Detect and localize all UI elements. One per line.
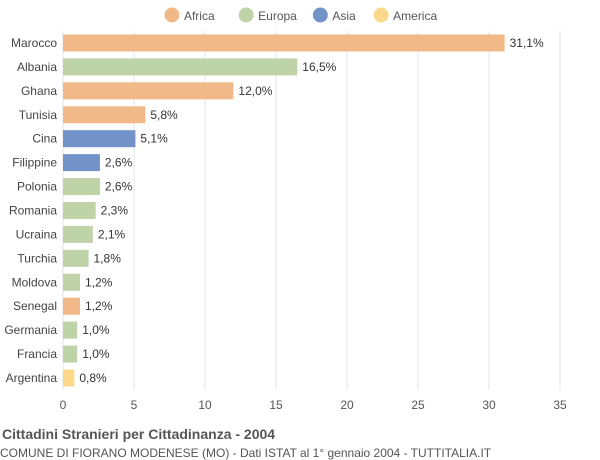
legend-swatch [312,7,328,23]
data-label: 2,3% [101,203,129,217]
data-label: 12,0% [238,84,272,98]
bar [63,249,89,267]
data-label: 16,5% [302,60,336,74]
bar [63,178,100,196]
category-label: Turchia [17,251,57,265]
bar [63,201,96,219]
category-label: Polonia [17,180,57,194]
bar [63,154,100,172]
legend-swatch [164,7,180,23]
category-label: Senegal [13,299,57,313]
category-label: Marocco [11,36,57,50]
x-tick-label: 20 [340,398,354,412]
category-label: Francia [17,347,57,361]
legend-label: Asia [332,9,356,23]
x-tick-label: 10 [198,398,212,412]
data-label: 1,0% [82,347,110,361]
bar [63,297,81,315]
bar [63,58,298,76]
data-label: 5,1% [140,132,168,146]
x-tick-label: 15 [269,398,283,412]
legend-label: Europa [258,9,297,23]
x-tick-label: 25 [411,398,425,412]
bar [63,82,234,100]
bar-chart: 0 5 10 15 20 25 30 35 Marocco 31,1% Albania 16,5% Gh… [4,7,567,412]
bar [63,106,146,124]
data-label: 1,2% [85,275,113,289]
x-tick-label: 5 [131,398,138,412]
legend-label: Africa [184,9,215,23]
category-label: Germania [4,323,57,337]
category-label: Romania [9,203,57,217]
bar [63,34,505,52]
data-label: 31,1% [510,36,544,50]
x-tick-label: 35 [553,398,567,412]
legend-swatch [238,7,254,23]
data-label: 5,8% [150,108,178,122]
category-label: Filippine [12,156,57,170]
bar [63,369,75,387]
data-label: 1,8% [94,251,122,265]
legend-label: America [393,9,437,23]
bar [63,130,136,148]
bar [63,321,78,339]
category-label: Ucraina [16,227,58,241]
x-tick-label: 30 [482,398,496,412]
category-label: Argentina [6,371,58,385]
data-label: 2,6% [105,180,133,194]
category-label: Ghana [21,84,57,98]
category-label: Albania [17,60,57,74]
data-label: 1,2% [85,299,113,313]
data-label: 2,6% [105,156,133,170]
category-label: Moldova [12,275,58,289]
bar [63,273,81,291]
chart-title: Cittadini Stranieri per Cittadinanza - 2… [2,426,276,442]
category-label: Cina [32,132,57,146]
data-label: 1,0% [82,323,110,337]
data-label: 0,8% [79,371,107,385]
category-label: Tunisia [19,108,58,122]
x-tick-label: 0 [60,398,67,412]
bar [63,345,78,363]
chart-subtitle: COMUNE DI FIORANO MODENESE (MO) - Dati I… [0,446,492,460]
data-label: 2,1% [98,227,126,241]
bar [63,225,93,243]
legend-swatch [373,7,389,23]
